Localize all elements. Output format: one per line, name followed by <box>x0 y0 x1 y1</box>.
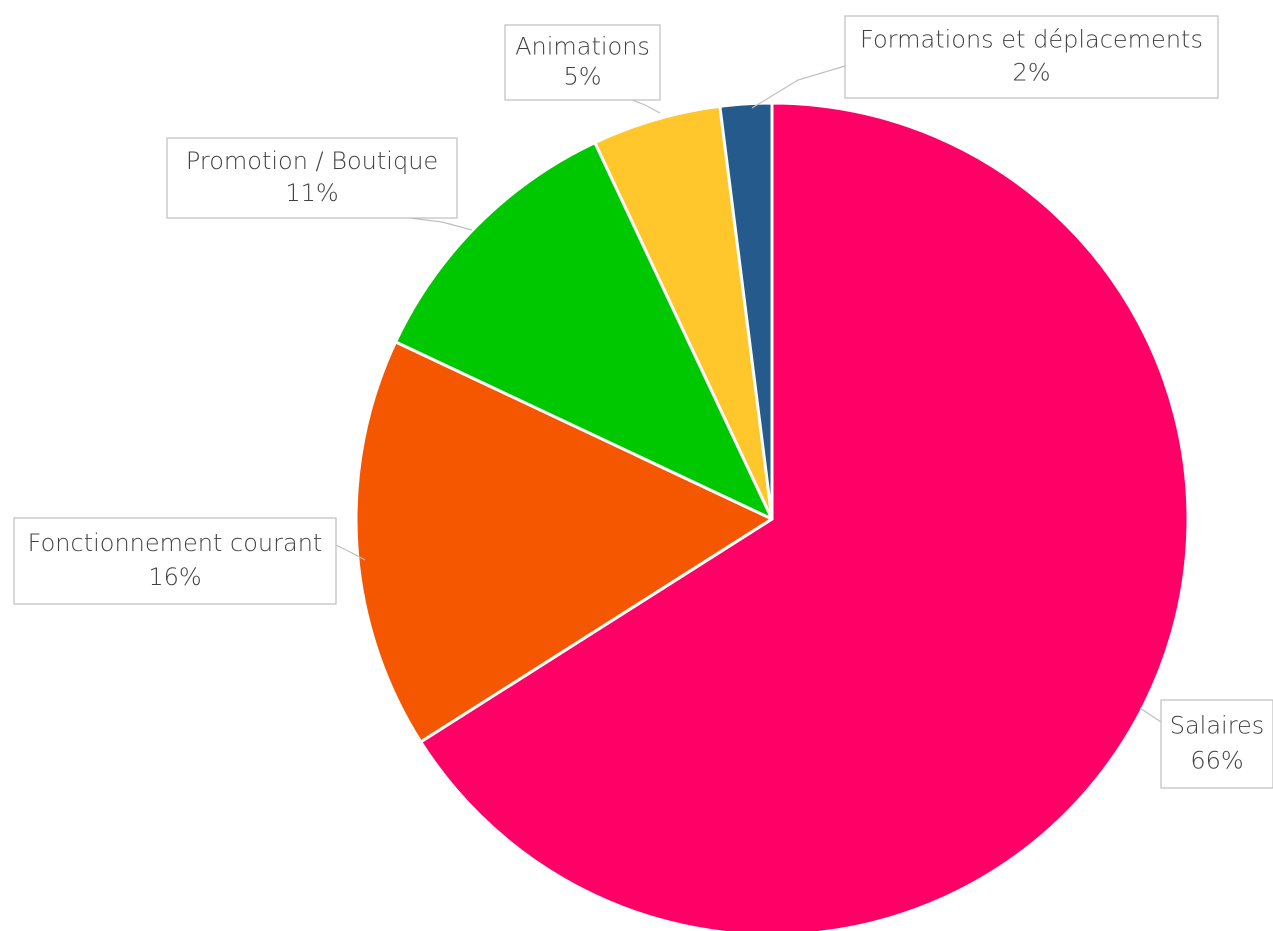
callout-box <box>13 517 337 605</box>
callout-salaires: Salaires 66% <box>1139 699 1273 789</box>
callout-formations-et-deplacements: Formations et déplacements 2% <box>751 15 1219 109</box>
callout-leader-line <box>631 99 661 114</box>
pie-slices <box>354 101 1190 931</box>
data-label-percent: 16% <box>148 563 201 591</box>
callout-fonctionnement-courant: Fonctionnement courant 16% <box>13 517 366 605</box>
callout-box <box>166 137 458 219</box>
data-label-percent: 5% <box>563 63 601 91</box>
data-label-category: Salaires <box>1170 711 1265 739</box>
pie-slice-fonctionnement-courant <box>354 340 774 744</box>
pie-callouts: Salaires 66% Fonctionnement courant 16% Prom… <box>13 15 1273 789</box>
callout-leader-line <box>335 544 366 561</box>
callout-leader-line <box>751 65 846 109</box>
callout-box <box>844 15 1219 99</box>
data-label-category: Animations <box>515 33 650 61</box>
pie-slice-formations-et-deplacements <box>718 101 774 521</box>
data-label-percent: 66% <box>1190 747 1243 775</box>
data-label-percent: 2% <box>1012 58 1050 86</box>
data-label-percent: 11% <box>285 179 338 207</box>
pie-slice-promotion-boutique <box>394 141 774 521</box>
callout-box <box>1160 699 1273 789</box>
callout-leader-line <box>409 217 473 231</box>
callout-box <box>504 24 661 101</box>
data-label-category: Promotion / Boutique <box>186 147 438 175</box>
callout-leader-line <box>1139 707 1162 723</box>
pie-slice-salaires <box>419 101 1190 931</box>
callout-promotion-boutique: Promotion / Boutique 11% <box>166 137 473 231</box>
data-label-category: Fonctionnement courant <box>28 529 323 557</box>
data-label-category: Formations et déplacements <box>860 26 1203 54</box>
